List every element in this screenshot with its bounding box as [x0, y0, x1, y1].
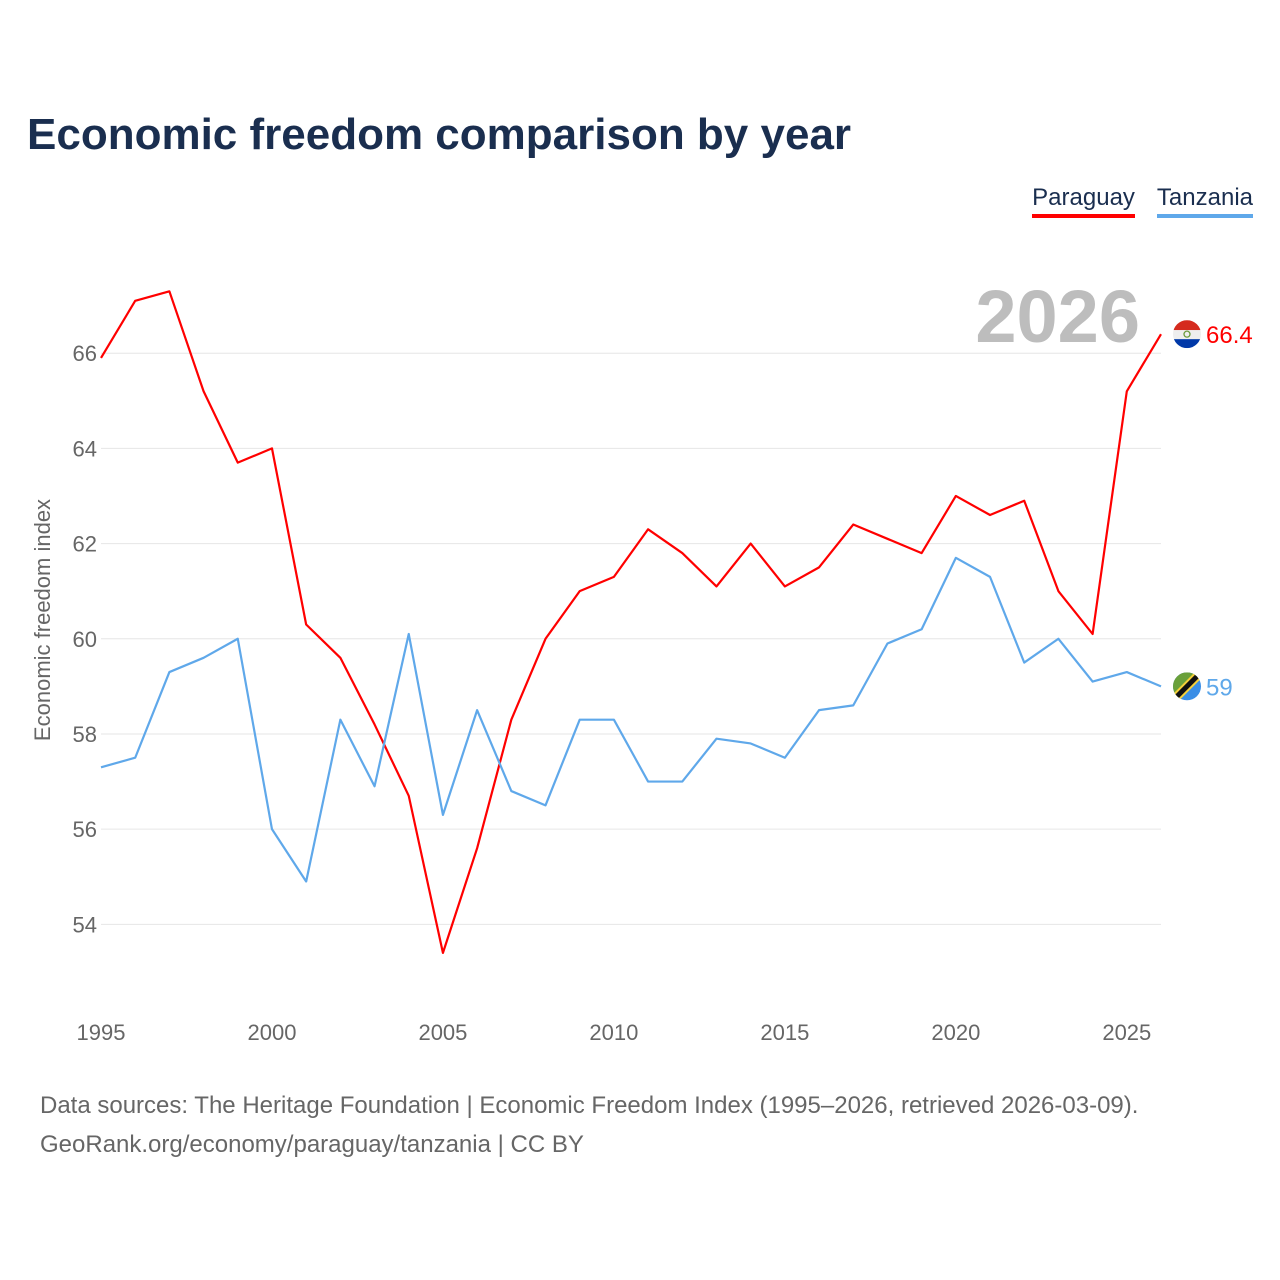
paraguay-flag-icon — [1173, 320, 1201, 349]
series-line-tanzania — [100, 556, 1162, 883]
x-tick-label: 2005 — [418, 1020, 467, 1045]
legend: Paraguay Tanzania — [1032, 184, 1253, 218]
y-tick-label: 62 — [73, 532, 97, 557]
chart-title: Economic freedom comparison by year — [27, 110, 852, 159]
end-value-label-tanzania: 59 — [1206, 674, 1233, 701]
legend-item-tanzania[interactable]: Tanzania — [1156, 184, 1253, 218]
x-tick-label: 1995 — [77, 1020, 126, 1045]
data-source-text: Data sources: The Heritage Foundation | … — [40, 1092, 1139, 1119]
x-tick-label: 2000 — [247, 1020, 296, 1045]
end-value-label-paraguay: 66.4 — [1206, 322, 1253, 349]
x-tick-label: 2015 — [760, 1020, 809, 1045]
x-tick-label: 2010 — [589, 1020, 638, 1045]
y-axis-label: Economic freedom index — [30, 499, 55, 741]
attribution-text: GeoRank.org/economy/paraguay/tanzania | … — [40, 1131, 584, 1158]
y-tick-label: 56 — [73, 817, 97, 842]
y-tick-label: 66 — [73, 341, 97, 366]
legend-item-paraguay[interactable]: Paraguay — [1032, 184, 1135, 218]
y-tick-label: 64 — [73, 436, 97, 461]
footer: Data sources: The Heritage Foundation | … — [40, 1086, 1138, 1164]
x-tick-label: 2025 — [1102, 1020, 1151, 1045]
y-tick-label: 58 — [73, 722, 97, 747]
current-year-label: 2026 — [975, 275, 1140, 358]
x-tick-label: 2020 — [931, 1020, 980, 1045]
y-tick-label: 54 — [73, 912, 97, 937]
y-tick-label: 60 — [73, 627, 97, 652]
tanzania-flag-icon — [1173, 672, 1201, 701]
series-line-paraguay — [100, 290, 1162, 954]
